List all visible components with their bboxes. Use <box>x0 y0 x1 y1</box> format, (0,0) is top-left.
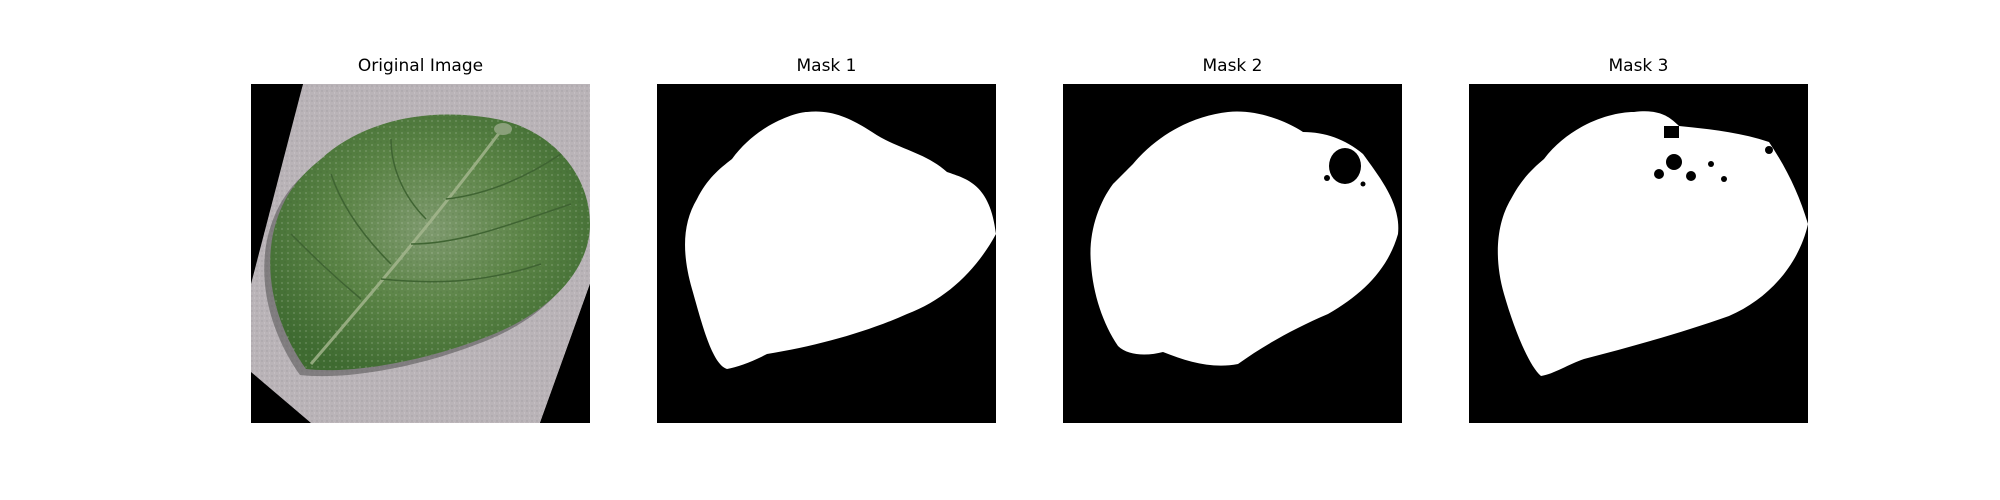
leaf-photo <box>251 84 590 423</box>
mask-3 <box>1469 84 1808 423</box>
panel-mask-1: Mask 1 <box>657 56 996 423</box>
panel-original-image: Original Image <box>251 56 590 423</box>
panel-mask-3: Mask 3 <box>1469 56 1808 423</box>
mask-2 <box>1063 84 1402 423</box>
mask-2-image <box>1063 84 1402 423</box>
panel-title: Mask 2 <box>1063 56 1402 84</box>
mask-1-image <box>657 84 996 423</box>
panel-mask-2: Mask 2 <box>1063 56 1402 423</box>
mask-1 <box>657 84 996 423</box>
panel-title: Original Image <box>251 56 590 84</box>
panel-title: Mask 1 <box>657 56 996 84</box>
mask-hole <box>1329 148 1361 184</box>
panel-title: Mask 3 <box>1469 56 1808 84</box>
mask-3-image <box>1469 84 1808 423</box>
original-image <box>251 84 590 423</box>
